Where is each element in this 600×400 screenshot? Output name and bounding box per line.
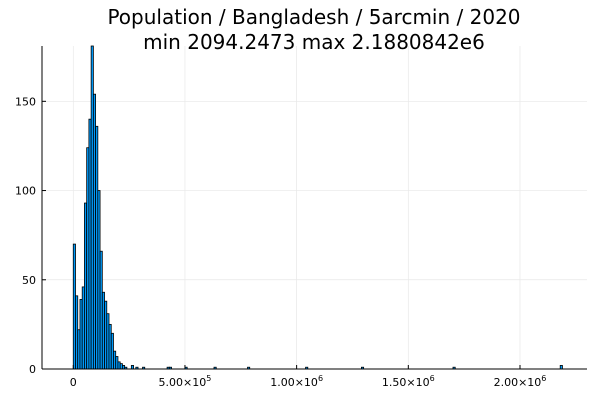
y-tick-label-2: 100: [15, 185, 36, 198]
x-tick-label-1: 5.00×105: [159, 374, 212, 389]
x-tick-label-4: 2.00×106: [494, 374, 547, 389]
grid-lines: [42, 46, 587, 370]
histogram-bar-24: [130, 365, 134, 370]
y-tick-label-3: 150: [15, 95, 36, 108]
x-axis-ticks: 0 5.00×105 1.00×106 1.50×106 2.00×106: [70, 365, 547, 389]
y-axis-ticks: 0 50 100 150: [15, 95, 46, 376]
histogram-bar-35: [559, 365, 563, 370]
x-tick-label-0: 0: [70, 376, 77, 389]
y-tick-label-0: 0: [29, 363, 36, 376]
histogram-bars: [72, 45, 563, 370]
y-tick-label-1: 50: [22, 274, 36, 287]
x-tick-label-2: 1.00×106: [270, 374, 323, 389]
axes: [41, 46, 587, 370]
chart-subtitle: min 2094.2473 max 2.1880842e6: [143, 30, 485, 54]
x-tick-label-3: 1.50×106: [382, 374, 435, 389]
chart-title: Population / Bangladesh / 5arcmin / 2020: [107, 5, 520, 29]
